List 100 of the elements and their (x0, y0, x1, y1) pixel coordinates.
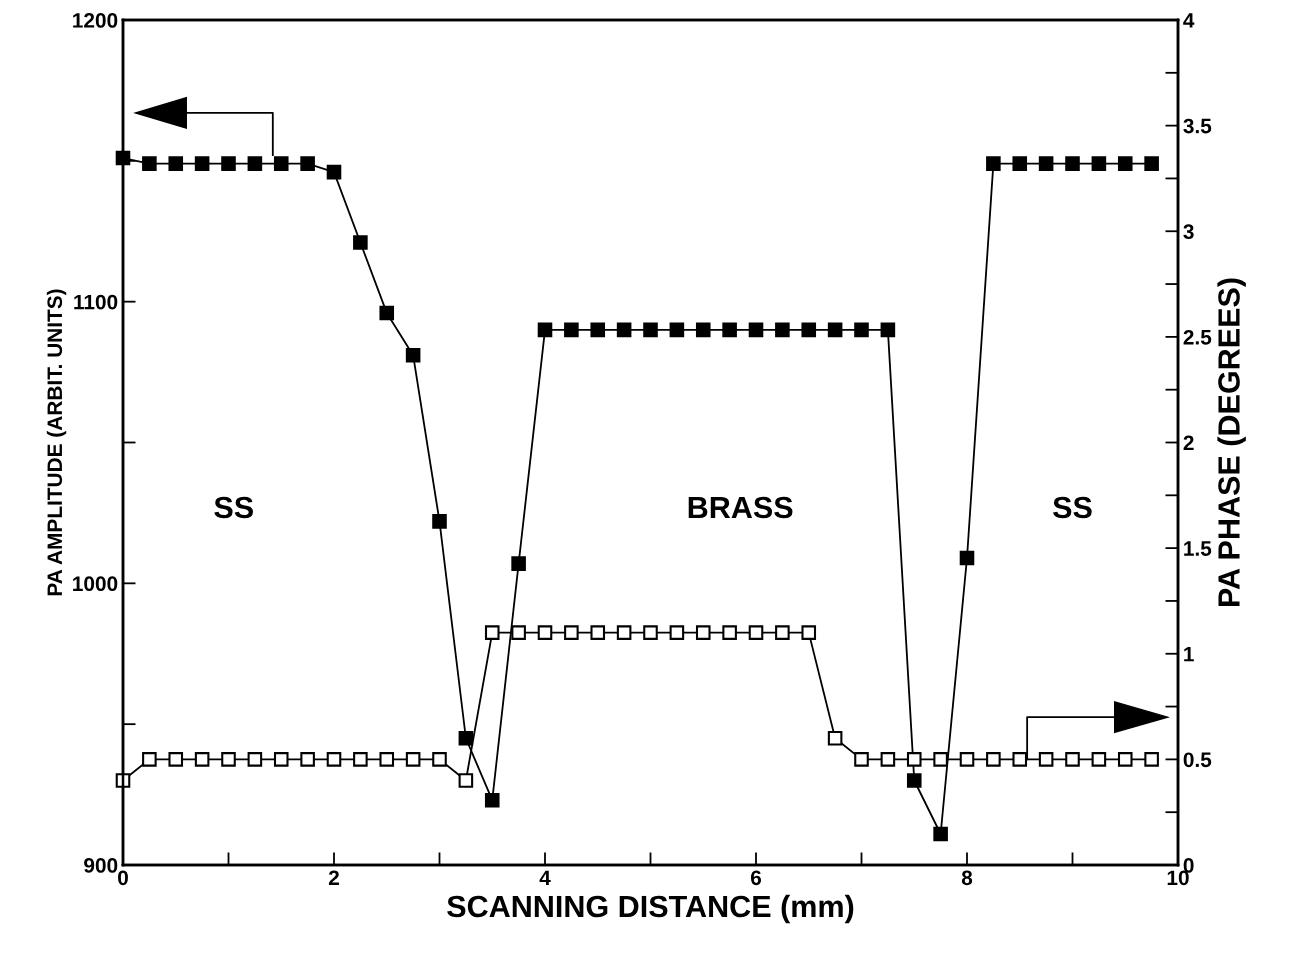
annotation: SS (214, 496, 253, 519)
point (537, 322, 553, 338)
point (1117, 156, 1133, 171)
y-tick-label: 1200 (73, 13, 118, 28)
point (1038, 752, 1054, 767)
point (801, 625, 817, 640)
point (511, 556, 526, 571)
y2-tick-label: 2.5 (1183, 329, 1212, 345)
point (643, 625, 658, 640)
point (405, 347, 421, 363)
point (379, 305, 395, 321)
point (986, 156, 1001, 171)
point (484, 792, 500, 808)
point (379, 752, 395, 767)
point (722, 322, 737, 338)
point (722, 625, 737, 640)
point (273, 752, 289, 767)
point (854, 752, 869, 767)
point (168, 156, 184, 171)
point (484, 625, 500, 640)
point (300, 752, 315, 767)
point (326, 164, 342, 180)
point (748, 322, 764, 338)
y2-tick-label: 0.5 (1183, 752, 1212, 768)
point (273, 156, 289, 171)
point (142, 752, 157, 767)
point (827, 730, 843, 746)
point (1091, 752, 1107, 767)
point (1144, 752, 1159, 767)
point (458, 773, 474, 788)
point (142, 156, 157, 171)
point (986, 752, 1001, 767)
point (1117, 752, 1133, 767)
point (564, 625, 579, 640)
point (906, 752, 922, 767)
point (537, 625, 553, 640)
annotation: SS (1053, 496, 1092, 519)
x-axis-title: SCANNING DISTANCE (mm) (447, 894, 854, 924)
point (194, 156, 210, 171)
point (695, 322, 711, 338)
y2-tick-label: 1 (1184, 646, 1194, 662)
point (695, 625, 711, 640)
point (194, 752, 210, 767)
point (854, 322, 869, 338)
point (353, 235, 368, 250)
point (880, 322, 896, 338)
point (564, 322, 579, 338)
point (221, 156, 236, 171)
point (458, 730, 474, 746)
point (168, 752, 184, 767)
point (247, 752, 263, 767)
point (933, 826, 948, 842)
point (511, 625, 526, 640)
point (432, 752, 447, 767)
annotation: BRASS (688, 496, 793, 519)
point (432, 514, 447, 529)
point (1012, 752, 1028, 767)
point (353, 752, 368, 767)
point (616, 625, 632, 640)
point (669, 322, 685, 338)
point (959, 752, 975, 767)
point (933, 752, 948, 767)
point (1038, 156, 1054, 171)
y2-tick-label: 4 (1183, 13, 1195, 28)
point (247, 156, 263, 171)
y-tick-label: 1000 (73, 576, 118, 592)
y2-axis-title: PA PHASE (DEGREES) (1217, 278, 1246, 606)
point (590, 625, 606, 640)
point (405, 752, 421, 767)
y2-tick-label: 1.5 (1184, 541, 1212, 556)
y2-tick-label: 2 (1183, 435, 1194, 451)
point (1065, 156, 1080, 171)
point (590, 322, 606, 338)
point (775, 625, 790, 640)
y2-tick-label: 3 (1183, 224, 1194, 240)
point (221, 752, 236, 767)
x-tick-label: 8 (961, 870, 973, 886)
point (775, 322, 790, 338)
point (959, 550, 975, 566)
x-tick-label: 2 (328, 870, 339, 885)
point (880, 752, 896, 767)
point (801, 322, 817, 338)
point (326, 752, 342, 767)
point (906, 773, 922, 788)
point (748, 625, 764, 640)
point (1012, 156, 1028, 171)
y-tick-label: 900 (84, 858, 118, 873)
point (1091, 156, 1107, 171)
point (300, 156, 315, 171)
x-tick-label: 0 (118, 870, 128, 886)
point (1144, 156, 1159, 171)
point (827, 322, 843, 338)
point (1065, 752, 1080, 767)
y-tick-label: 1100 (74, 294, 118, 310)
point (669, 625, 685, 640)
y-axis-title: PA AMPLITUDE (ARBIT. UNITS) (46, 289, 67, 596)
y2-tick-label: 3.5 (1183, 118, 1212, 134)
point (616, 322, 632, 338)
x-tick-label: 6 (750, 870, 762, 886)
point (643, 322, 658, 338)
